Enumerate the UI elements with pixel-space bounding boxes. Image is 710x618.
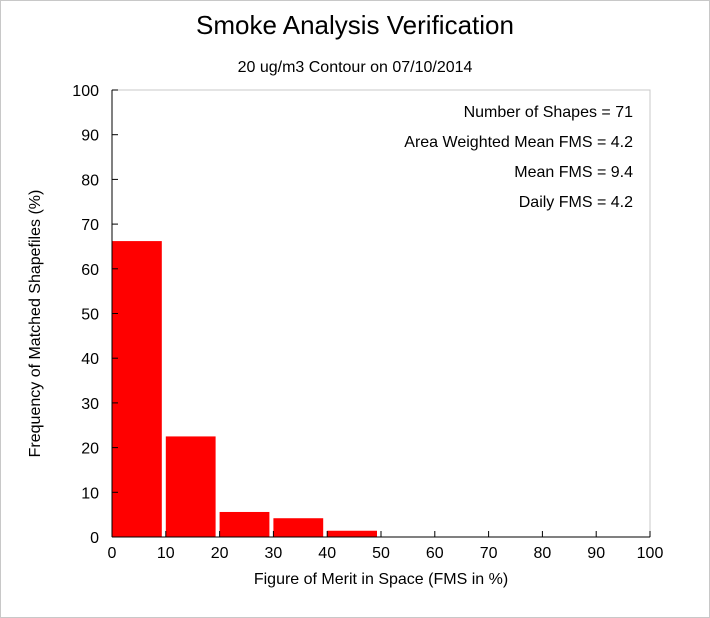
- y-axis-label: Frequency of Matched Shapefiles (%): [27, 190, 44, 458]
- x-tick-label-0: 0: [108, 545, 117, 562]
- y-tick-label-6: 60: [81, 262, 99, 279]
- y-tick-label-10: 100: [72, 83, 99, 100]
- x-tick-label-9: 90: [587, 545, 605, 562]
- x-tick-label-7: 70: [480, 545, 498, 562]
- x-tick-label-3: 30: [265, 545, 283, 562]
- x-axis-label: Figure of Merit in Space (FMS in %): [254, 571, 508, 588]
- y-tick-label-2: 20: [81, 441, 99, 458]
- x-tick-label-2: 20: [211, 545, 229, 562]
- histogram-bar-3: [273, 518, 324, 537]
- x-tick-label-8: 80: [534, 545, 552, 562]
- stat-annotation-2: Mean FMS = 9.4: [514, 164, 633, 181]
- chart-title: Smoke Analysis Verification: [196, 10, 514, 40]
- y-tick-label-0: 0: [90, 530, 99, 547]
- y-tick-label-5: 50: [81, 307, 99, 324]
- stat-annotation-3: Daily FMS = 4.2: [519, 194, 633, 211]
- histogram-bar-2: [219, 511, 270, 537]
- y-tick-label-3: 30: [81, 396, 99, 413]
- histogram-bar-1: [165, 436, 216, 537]
- x-tick-label-4: 40: [318, 545, 336, 562]
- x-tick-label-1: 10: [157, 545, 175, 562]
- y-tick-label-7: 70: [81, 217, 99, 234]
- x-tick-label-10: 100: [637, 545, 664, 562]
- y-tick-label-4: 40: [81, 351, 99, 368]
- stat-annotation-1: Area Weighted Mean FMS = 4.2: [404, 134, 633, 151]
- histogram-bar-4: [327, 530, 377, 537]
- x-tick-label-6: 60: [426, 545, 444, 562]
- histogram-bar-0: [112, 241, 162, 537]
- chart-subtitle: 20 ug/m3 Contour on 07/10/2014: [237, 59, 473, 76]
- y-tick-label-1: 10: [81, 485, 99, 502]
- stat-annotation-0: Number of Shapes = 71: [464, 104, 634, 121]
- y-tick-label-8: 80: [81, 172, 99, 189]
- x-tick-label-5: 50: [372, 545, 390, 562]
- y-tick-label-9: 90: [81, 128, 99, 145]
